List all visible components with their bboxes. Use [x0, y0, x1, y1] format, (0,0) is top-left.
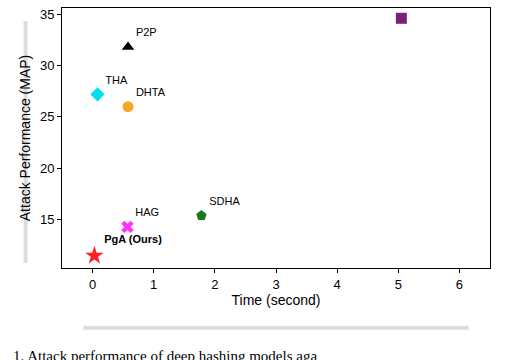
svg-text:P2P: P2P: [136, 26, 157, 38]
svg-text:35: 35: [40, 7, 54, 22]
svg-text:30: 30: [40, 58, 54, 73]
svg-text:SDHA: SDHA: [209, 195, 240, 207]
svg-text:2: 2: [211, 277, 218, 292]
svg-text:PgA (Ours): PgA (Ours): [104, 233, 162, 245]
svg-text:3: 3: [272, 277, 279, 292]
svg-text:15: 15: [40, 212, 54, 227]
svg-text:Time (second): Time (second): [232, 292, 321, 308]
svg-text:5: 5: [395, 277, 402, 292]
svg-text:1: 1: [150, 277, 157, 292]
svg-text:DHTA: DHTA: [136, 86, 166, 98]
svg-text:1. Attack performance of deep: 1. Attack performance of deep hashing mo…: [13, 348, 317, 360]
svg-text:6: 6: [456, 277, 463, 292]
svg-text:ProS-GAN: ProS-GAN: [409, 8, 461, 10]
svg-text:HAG: HAG: [135, 206, 159, 218]
svg-text:THA: THA: [105, 74, 128, 86]
svg-text:4: 4: [334, 277, 341, 292]
svg-text:0: 0: [89, 277, 96, 292]
svg-text:25: 25: [40, 109, 54, 124]
svg-text:20: 20: [40, 161, 54, 176]
svg-text:Attack Performance (MAP): Attack Performance (MAP): [17, 55, 33, 222]
